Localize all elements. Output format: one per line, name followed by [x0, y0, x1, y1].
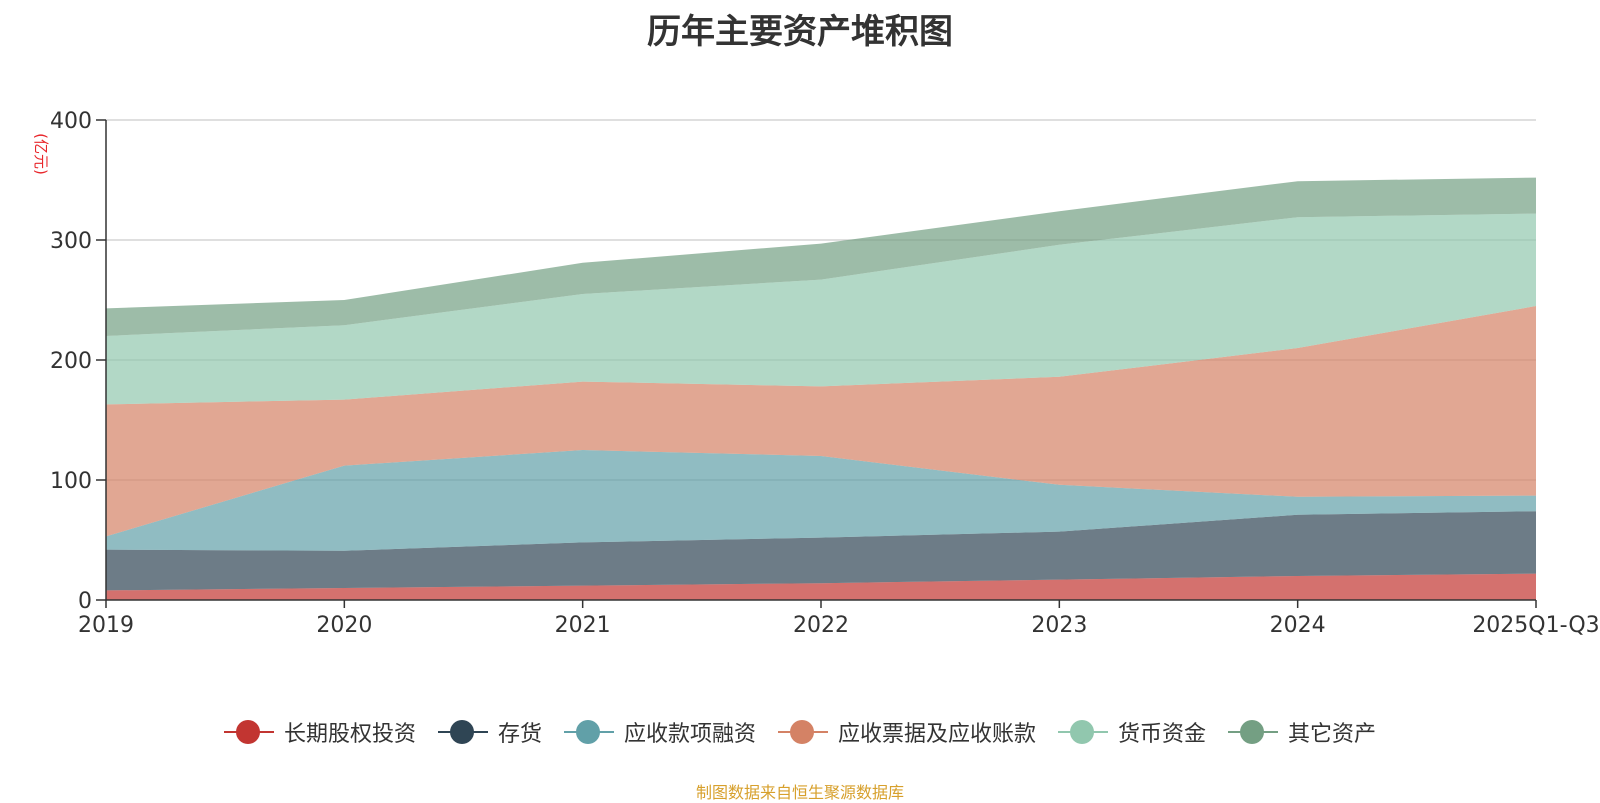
legend-item-5[interactable]: 其它资产 [1228, 716, 1376, 748]
area-series-4[interactable] [106, 213, 1536, 405]
legend-item-1[interactable]: 存货 [437, 716, 542, 748]
y-tick-label-0: 0 [78, 589, 92, 614]
y-tick-label-1: 100 [50, 469, 92, 494]
legend-label: 货币资金 [1118, 722, 1207, 747]
legend-label: 应收款项融资 [623, 722, 756, 747]
area-series-2[interactable] [106, 450, 1536, 551]
legend-item-2[interactable]: 应收款项融资 [563, 716, 756, 748]
x-tick-label-1: 2020 [316, 613, 372, 638]
axis-ticks: 0 100 200 300 400 2019 2020 2021 2022 2023 2024 202… [50, 109, 1600, 638]
legend-marker-icon [437, 719, 488, 745]
legend-item-3[interactable]: 应收票据及应收账款 [778, 716, 1036, 748]
legend-label: 应收票据及应收账款 [838, 722, 1037, 747]
area-series-5[interactable] [106, 177, 1536, 336]
area-series-0[interactable] [106, 573, 1536, 600]
legend-marker-icon [1058, 719, 1109, 745]
x-tick-label-2: 2021 [555, 613, 611, 638]
legend-label: 存货 [497, 722, 542, 747]
x-tick-label-6: 2025Q1-Q3 [1472, 613, 1599, 638]
x-tick-label-4: 2023 [1031, 613, 1087, 638]
x-tick-label-5: 2024 [1270, 613, 1326, 638]
area-series-1[interactable] [106, 511, 1536, 591]
legend: 长期股权投资 存货 应收款项融资 应收票据及应收账款 货币资金 其它资产 [0, 716, 1600, 748]
x-tick-label-0: 2019 [78, 613, 134, 638]
source-note: 制图数据来自恒生聚源数据库 [695, 783, 904, 802]
legend-marker-icon [778, 719, 828, 745]
legend-label: 其它资产 [1288, 722, 1377, 747]
chart-title: 历年主要资产堆积图 [647, 12, 953, 52]
area-series-group [106, 177, 1536, 600]
area-series-3[interactable] [106, 306, 1536, 537]
stacked-area-chart: 0 100 200 300 400 2019 2020 2021 2022 2023 2024 202… [50, 109, 1600, 638]
y-tick-label-3: 300 [50, 229, 92, 254]
legend-marker-icon [223, 719, 274, 745]
legend-marker-icon [1228, 719, 1279, 745]
y-tick-label-4: 400 [50, 109, 92, 134]
y-tick-label-2: 200 [50, 349, 92, 374]
legend-item-4[interactable]: 货币资金 [1058, 716, 1206, 748]
legend-marker-icon [563, 719, 614, 745]
x-tick-label-3: 2022 [793, 613, 849, 638]
legend-item-0[interactable]: 长期股权投资 [223, 716, 416, 748]
legend-label: 长期股权投资 [283, 722, 416, 747]
